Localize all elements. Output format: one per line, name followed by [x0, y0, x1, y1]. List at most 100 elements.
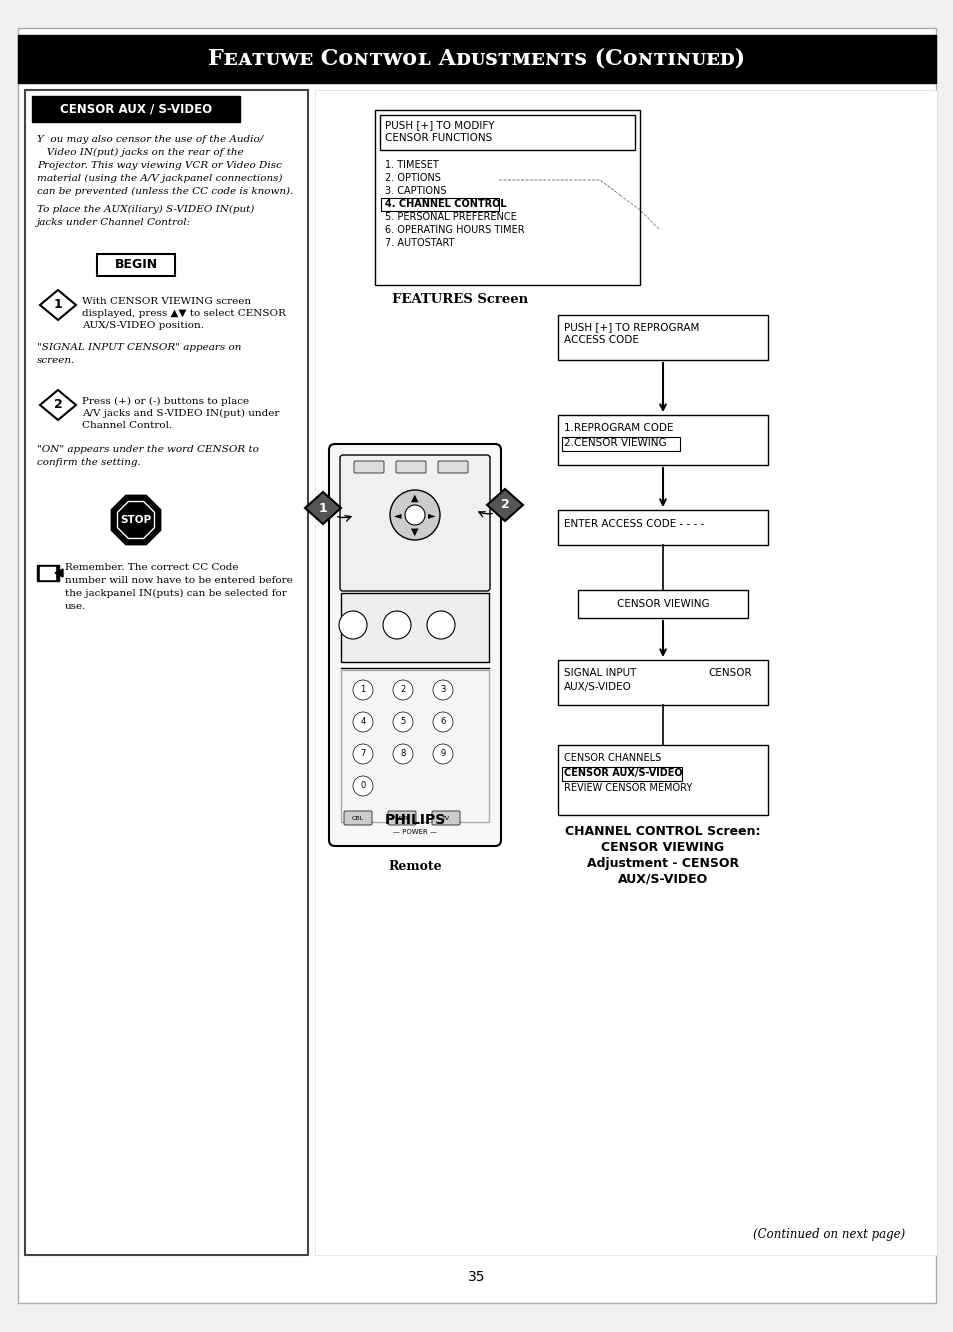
- Polygon shape: [55, 569, 63, 577]
- Text: 5. PERSONAL PREFERENCE: 5. PERSONAL PREFERENCE: [385, 212, 517, 222]
- Text: Video IN(put) jacks on the rear of the: Video IN(put) jacks on the rear of the: [37, 148, 243, 157]
- Text: 2: 2: [400, 686, 405, 694]
- FancyBboxPatch shape: [395, 461, 426, 473]
- Circle shape: [433, 713, 453, 733]
- Text: 7: 7: [360, 750, 365, 758]
- Text: CENSOR AUX / S-VIDEO: CENSOR AUX / S-VIDEO: [60, 103, 212, 116]
- Text: 3. CAPTIONS: 3. CAPTIONS: [385, 186, 446, 196]
- Text: FEATURES Screen: FEATURES Screen: [392, 293, 528, 306]
- Text: 4: 4: [360, 718, 365, 726]
- Text: ◄: ◄: [394, 510, 401, 519]
- Text: 1: 1: [360, 686, 365, 694]
- FancyBboxPatch shape: [339, 456, 490, 591]
- FancyBboxPatch shape: [379, 115, 635, 151]
- FancyBboxPatch shape: [18, 28, 935, 1303]
- Polygon shape: [37, 565, 59, 581]
- Polygon shape: [305, 492, 340, 523]
- Text: Channel Control.: Channel Control.: [82, 421, 172, 430]
- Text: ▼: ▼: [411, 527, 418, 537]
- Text: Remember. The correct CC Code: Remember. The correct CC Code: [65, 563, 238, 571]
- Text: 3: 3: [440, 686, 445, 694]
- Text: To place the AUX(iliary) S-VIDEO IN(put): To place the AUX(iliary) S-VIDEO IN(put): [37, 205, 254, 214]
- Circle shape: [393, 713, 413, 733]
- Circle shape: [433, 681, 453, 701]
- Text: With CENSOR VIEWING screen: With CENSOR VIEWING screen: [82, 297, 251, 306]
- Text: use.: use.: [65, 602, 87, 611]
- Text: screen.: screen.: [37, 356, 75, 365]
- Text: "ON" appears under the word CENSOR to: "ON" appears under the word CENSOR to: [37, 445, 258, 454]
- Text: Y  ou may also censor the use of the Audio/: Y ou may also censor the use of the Audi…: [37, 135, 263, 144]
- Text: 0: 0: [360, 782, 365, 790]
- Text: BEGIN: BEGIN: [114, 258, 157, 272]
- Text: Fᴇᴀᴛᴜᴡᴇ Cᴏɴᴛᴡᴏʟ Aᴅᴜѕᴛᴍᴇɴᴛѕ (Cᴏɴᴛɪɴᴜᴇᴅ): Fᴇᴀᴛᴜᴡᴇ Cᴏɴᴛᴡᴏʟ Aᴅᴜѕᴛᴍᴇɴᴛѕ (Cᴏɴᴛɪɴᴜᴇᴅ): [208, 48, 745, 71]
- Text: CBL: CBL: [352, 815, 364, 821]
- Text: A/V jacks and S-VIDEO IN(put) under: A/V jacks and S-VIDEO IN(put) under: [82, 409, 279, 418]
- Text: 1: 1: [318, 502, 327, 514]
- Circle shape: [382, 611, 411, 639]
- FancyBboxPatch shape: [340, 593, 489, 662]
- Text: CENSOR VIEWING: CENSOR VIEWING: [600, 840, 723, 854]
- Text: 7. AUTOSTART: 7. AUTOSTART: [385, 238, 454, 248]
- FancyBboxPatch shape: [578, 590, 747, 618]
- Text: CENSOR VIEWING: CENSOR VIEWING: [616, 599, 709, 609]
- Text: REVIEW CENSOR MEMORY: REVIEW CENSOR MEMORY: [563, 783, 692, 793]
- FancyBboxPatch shape: [18, 35, 935, 83]
- Text: 8: 8: [400, 750, 405, 758]
- Polygon shape: [112, 496, 160, 543]
- FancyBboxPatch shape: [329, 444, 500, 846]
- Text: STOP: STOP: [120, 515, 152, 525]
- FancyBboxPatch shape: [558, 510, 767, 545]
- Text: 35: 35: [468, 1269, 485, 1284]
- Text: VCR: VCR: [395, 815, 408, 821]
- FancyBboxPatch shape: [432, 811, 459, 825]
- FancyBboxPatch shape: [558, 659, 767, 705]
- FancyBboxPatch shape: [558, 745, 767, 815]
- Text: 2: 2: [500, 498, 509, 511]
- Text: ▲: ▲: [411, 493, 418, 503]
- Polygon shape: [40, 567, 55, 579]
- Circle shape: [405, 505, 424, 525]
- Circle shape: [393, 681, 413, 701]
- Text: the jackpanel IN(puts) can be selected for: the jackpanel IN(puts) can be selected f…: [65, 589, 287, 598]
- Text: 5: 5: [400, 718, 405, 726]
- Text: ►: ►: [428, 510, 436, 519]
- FancyBboxPatch shape: [561, 767, 681, 781]
- Text: TV: TV: [441, 815, 450, 821]
- Text: 1. TIMESET: 1. TIMESET: [385, 160, 438, 170]
- Text: SIGNAL INPUT: SIGNAL INPUT: [563, 669, 636, 678]
- FancyBboxPatch shape: [344, 811, 372, 825]
- Text: 9: 9: [440, 750, 445, 758]
- Text: 2. OPTIONS: 2. OPTIONS: [385, 173, 440, 182]
- Text: AUX/S-VIDEO: AUX/S-VIDEO: [563, 682, 631, 693]
- Text: ACCESS CODE: ACCESS CODE: [563, 336, 639, 345]
- Text: PUSH [+] TO REPROGRAM: PUSH [+] TO REPROGRAM: [563, 322, 699, 332]
- Text: material (using the A/V jackpanel connections): material (using the A/V jackpanel connec…: [37, 174, 282, 182]
- FancyBboxPatch shape: [561, 437, 679, 452]
- Text: PUSH [+] TO MODIFY: PUSH [+] TO MODIFY: [385, 120, 494, 131]
- Text: ENTER ACCESS CODE - - - -: ENTER ACCESS CODE - - - -: [563, 519, 703, 529]
- Circle shape: [338, 611, 367, 639]
- Text: — POWER —: — POWER —: [393, 829, 436, 835]
- Text: 4. CHANNEL CONTROL: 4. CHANNEL CONTROL: [385, 198, 506, 209]
- FancyBboxPatch shape: [380, 198, 498, 210]
- Text: 1: 1: [53, 298, 62, 312]
- Text: jacks under Channel Control:: jacks under Channel Control:: [37, 218, 191, 226]
- Text: 2: 2: [53, 398, 62, 412]
- FancyBboxPatch shape: [354, 461, 384, 473]
- Circle shape: [427, 611, 455, 639]
- FancyBboxPatch shape: [97, 254, 174, 276]
- Text: CENSOR CHANNELS: CENSOR CHANNELS: [563, 753, 660, 763]
- Polygon shape: [117, 502, 154, 538]
- Text: Projector. This way viewing VCR or Video Disc: Projector. This way viewing VCR or Video…: [37, 161, 281, 170]
- Text: confirm the setting.: confirm the setting.: [37, 458, 141, 468]
- Text: PHILIPS: PHILIPS: [384, 813, 445, 827]
- Text: AUX/S-VIDEO position.: AUX/S-VIDEO position.: [82, 321, 204, 330]
- Text: Adjustment - CENSOR: Adjustment - CENSOR: [586, 856, 739, 870]
- FancyBboxPatch shape: [375, 111, 639, 285]
- Text: Press (+) or (-) buttons to place: Press (+) or (-) buttons to place: [82, 397, 249, 406]
- Text: 1.REPROGRAM CODE: 1.REPROGRAM CODE: [563, 424, 673, 433]
- Polygon shape: [40, 390, 76, 420]
- FancyBboxPatch shape: [25, 91, 308, 1255]
- Text: can be prevented (unless the CC code is known).: can be prevented (unless the CC code is …: [37, 186, 293, 196]
- Circle shape: [390, 490, 439, 539]
